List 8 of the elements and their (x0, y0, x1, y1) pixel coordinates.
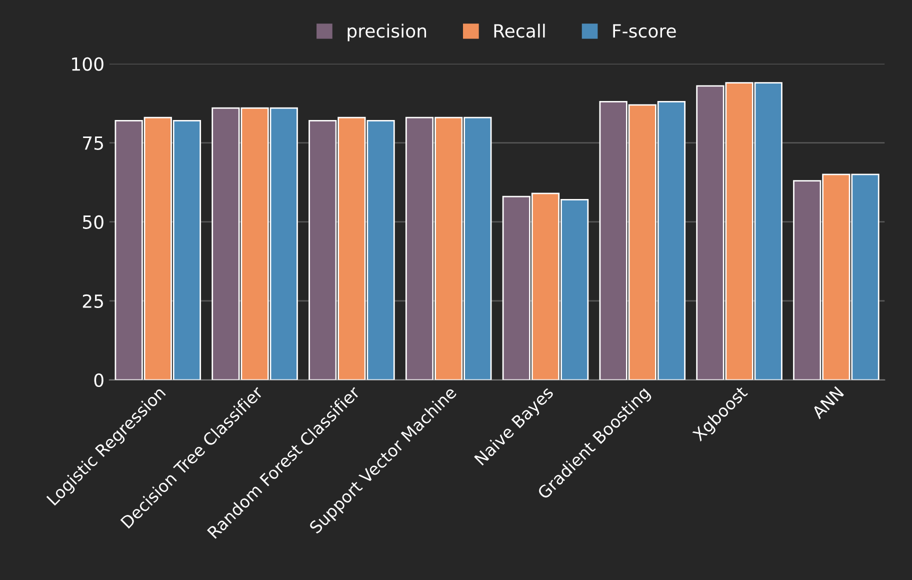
y-tick-label: 75 (83, 136, 103, 150)
legend-label: precision (348, 24, 426, 42)
legend-label: Recall (494, 24, 545, 38)
y-tick-label: 100 (72, 57, 104, 71)
y-tick-label: 0 (94, 373, 104, 388)
y-tick-label: 50 (82, 215, 104, 229)
legend-label: F-score (613, 24, 676, 38)
y-tick-label: 25 (82, 294, 103, 308)
